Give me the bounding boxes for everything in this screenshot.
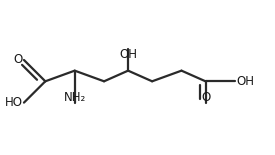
Text: O: O <box>201 91 210 104</box>
Text: OH: OH <box>236 75 254 88</box>
Text: HO: HO <box>5 96 23 109</box>
Text: NH₂: NH₂ <box>64 91 86 104</box>
Text: O: O <box>13 53 23 66</box>
Text: OH: OH <box>119 48 137 61</box>
